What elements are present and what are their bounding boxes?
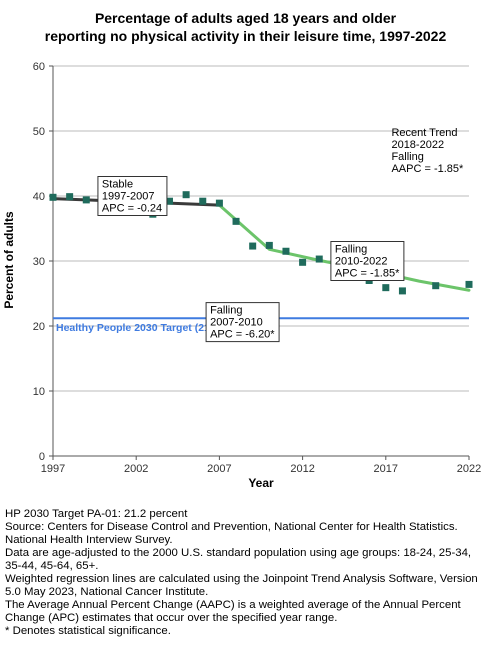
y-axis-label: Percent of adults [2,211,16,309]
annotation-box-0 [97,176,168,216]
annotation-3-line-0: Recent Trend [391,127,457,139]
annotation-2-line-1: 2010-2022 [335,256,388,268]
annotation-1-line-2: APC = -6.20* [210,329,275,341]
data-point-2005 [182,191,190,199]
chart-title-line-2: reporting no physical activity in their … [44,28,447,44]
y-tick-label-10: 10 [33,386,45,398]
footnote-target: HP 2030 Target PA-01: 21.2 percent [5,508,188,520]
x-tick-label-2017: 2017 [374,463,398,475]
annotation-2-line-0: Falling [335,244,367,256]
annotation-0-line-2: APC = -0.24 [102,203,162,215]
data-point-2022 [465,280,473,288]
data-point-2007 [215,199,223,207]
footnotes: HP 2030 Target PA-01: 21.2 percent Sourc… [5,508,489,638]
data-point-2018 [398,287,406,295]
x-tick-label-1997: 1997 [41,463,65,475]
y-tick-label-50: 50 [33,126,45,138]
data-point-2010 [265,241,273,249]
footnote-significance: * Denotes statistical significance. [5,625,171,637]
data-point-1997 [49,193,57,201]
annotation-3-line-3: AAPC = -1.85* [391,163,464,175]
data-point-2009 [249,242,257,250]
data-point-2013 [315,255,323,263]
axes: 0 10 20 30 40 50 60 1997 2002 2007 2012 2017 2022 [33,61,481,475]
annotation-3-line-1: 2018-2022 [391,139,444,151]
data-point-1999 [82,196,90,204]
footnote-source: Source: Centers for Disease Control and … [5,521,458,546]
y-tick-label-30: 30 [33,256,45,268]
footnote-aapc: The Average Annual Percent Change (AAPC)… [5,599,461,624]
annotation-0-line-0: Stable [102,179,133,191]
y-tick-label-0: 0 [39,451,45,463]
footnote-age-adjustment: Data are age-adjusted to the 2000 U.S. s… [5,547,472,572]
annotation-1-line-0: Falling [210,305,242,317]
gridlines [53,65,469,392]
annotation-1-line-1: 2007-2010 [210,317,263,329]
data-point-2012 [299,258,307,266]
target-label: Healthy People 2030 Target (21.2) [56,322,222,334]
annotation-box-2 [330,241,405,281]
data-point-2008 [232,217,240,225]
data-point-2020 [432,282,440,290]
x-tick-label-2002: 2002 [124,463,148,475]
x-tick-label-2022: 2022 [457,463,481,475]
data-point-2006 [199,197,207,205]
y-tick-label-60: 60 [33,61,45,73]
data-point-2011 [282,247,290,255]
data-point-2017 [382,284,390,292]
annotation-3-line-2: Falling [391,151,423,163]
y-tick-label-40: 40 [33,191,45,203]
x-tick-label-2007: 2007 [207,463,231,475]
chart-title-line-1: Percentage of adults aged 18 years and o… [94,10,397,26]
chart-title: Percentage of adults aged 18 years and o… [0,9,491,45]
annotation-0-line-1: 1997-2007 [102,191,155,203]
annotation-box-1 [205,302,280,343]
footnote-regression: Weighted regression lines are calculated… [5,573,478,598]
x-tick-label-2012: 2012 [290,463,314,475]
data-point-2004 [165,197,173,205]
chart-canvas: 0 10 20 30 40 50 60 1997 2002 2007 2012 2017 2022 He… [2,61,481,490]
x-axis-label: Year [248,476,274,490]
y-tick-label-20: 20 [33,321,45,333]
data-point-1998 [66,193,74,201]
annotation-2-line-2: APC = -1.85* [335,268,400,280]
